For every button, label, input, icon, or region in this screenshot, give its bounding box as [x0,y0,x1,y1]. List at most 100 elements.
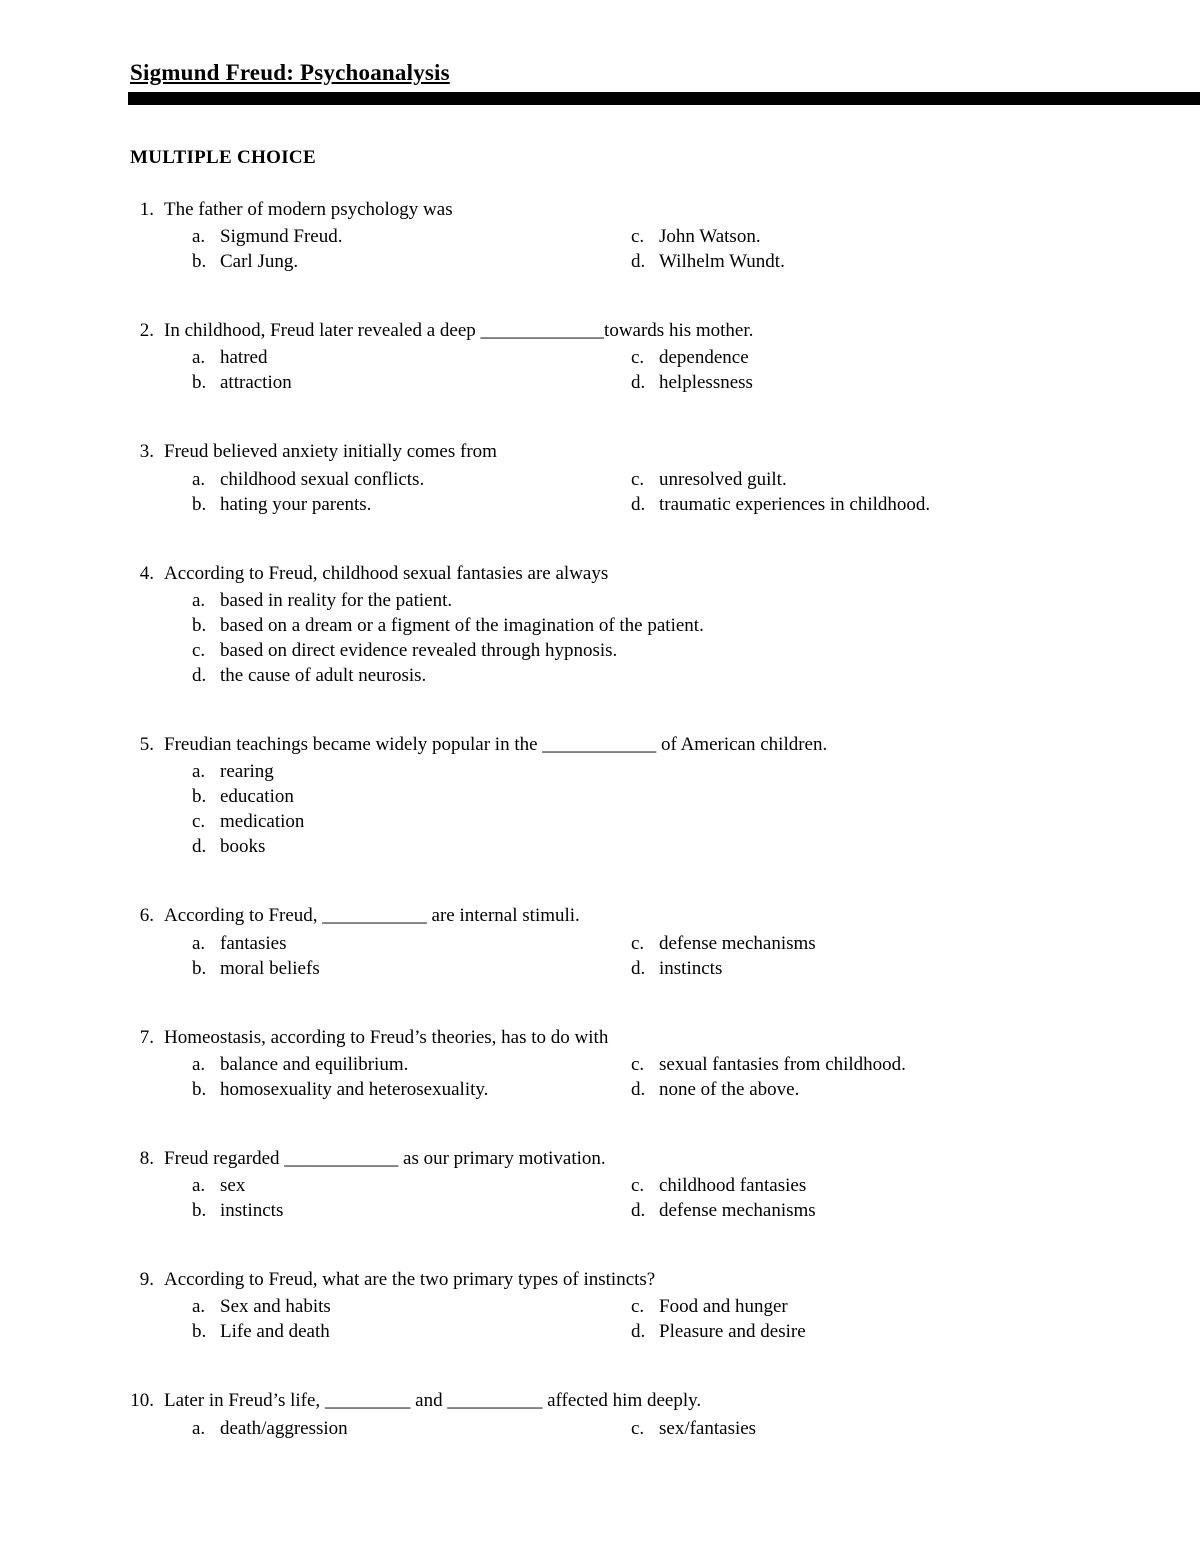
question-list: 1.The father of modern psychology wasa.S… [130,197,1070,1441]
choice: c.sexual fantasies from childhood. [631,1052,1070,1077]
choice-text: based on a dream or a figment of the ima… [220,613,704,638]
choice-letter: d. [192,663,220,688]
choice-col-right: c.unresolved guilt.d.traumatic experienc… [631,467,1070,517]
choice: b.Carl Jung. [192,249,631,274]
question-stem: According to Freud, ___________ are inte… [164,903,1070,928]
choice-text: unresolved guilt. [659,467,787,492]
choice-col-right: c.John Watson.d.Wilhelm Wundt. [631,224,1070,274]
choice-text: defense mechanisms [659,931,816,956]
choice-letter: a. [192,1416,220,1441]
choice-list: a.based in reality for the patient.b.bas… [164,588,1070,688]
choice-list: a.Sigmund Freud.b.Carl Jung.c.John Watso… [164,224,1070,274]
question-stem: According to Freud, childhood sexual fan… [164,561,1070,586]
choice-col-right: c.childhood fantasiesd.defense mechanism… [631,1173,1070,1223]
choice-text: Life and death [220,1319,330,1344]
page: Sigmund Freud: Psychoanalysis MULTIPLE C… [0,0,1200,1553]
question-body: According to Freud, what are the two pri… [164,1267,1070,1344]
choice: a.hatred [192,345,631,370]
choice-text: rearing [220,759,274,784]
choice: c.unresolved guilt. [631,467,1070,492]
choice-text: sex/fantasies [659,1416,756,1441]
question: 3.Freud believed anxiety initially comes… [130,439,1070,516]
choice-two-col: a.childhood sexual conflicts.b.hating yo… [192,467,1070,517]
question-number: 6. [130,903,164,980]
choice-col-right: c.Food and hungerd.Pleasure and desire [631,1294,1070,1344]
question-number: 1. [130,197,164,274]
choice-text: the cause of adult neurosis. [220,663,426,688]
question-stem: Freud believed anxiety initially comes f… [164,439,1070,464]
choice-col-left: a.Sigmund Freud.b.Carl Jung. [192,224,631,274]
choice-letter: c. [631,1294,659,1319]
question-body: Freud regarded ____________ as our prima… [164,1146,1070,1223]
question-body: Later in Freud’s life, _________ and ___… [164,1388,1070,1440]
section-heading: MULTIPLE CHOICE [130,147,1070,169]
choice-col-left: a.hatredb.attraction [192,345,631,395]
question-body: Homeostasis, according to Freud’s theori… [164,1025,1070,1102]
page-title: Sigmund Freud: Psychoanalysis [130,60,450,85]
choice-letter: b. [192,613,220,638]
question-body: Freudian teachings became widely popular… [164,732,1070,859]
choice-letter: b. [192,956,220,981]
question: 5.Freudian teachings became widely popul… [130,732,1070,859]
title-underline-bar [128,92,1200,105]
choice: a.rearing [192,759,1070,784]
question-number: 3. [130,439,164,516]
choice-col-left: a.death/aggression [192,1416,631,1441]
choice-text: fantasies [220,931,286,956]
question: 8.Freud regarded ____________ as our pri… [130,1146,1070,1223]
question-stem: According to Freud, what are the two pri… [164,1267,1070,1292]
choice: b.moral beliefs [192,956,631,981]
question-stem: The father of modern psychology was [164,197,1070,222]
choice-text: Sex and habits [220,1294,331,1319]
choice: a.based in reality for the patient. [192,588,1070,613]
choice: a.childhood sexual conflicts. [192,467,631,492]
choice: c.based on direct evidence revealed thro… [192,638,1070,663]
question-body: The father of modern psychology wasa.Sig… [164,197,1070,274]
choice-letter: d. [192,834,220,859]
choice-letter: a. [192,467,220,492]
choice: a.Sigmund Freud. [192,224,631,249]
choice-col-left: a.fantasiesb.moral beliefs [192,931,631,981]
question-number: 7. [130,1025,164,1102]
choice-text: attraction [220,370,292,395]
choice: b.education [192,784,1070,809]
choice-text: childhood sexual conflicts. [220,467,424,492]
choice: d.Wilhelm Wundt. [631,249,1070,274]
choice-letter: a. [192,1052,220,1077]
choice-text: instincts [220,1198,283,1223]
choice: c.sex/fantasies [631,1416,1070,1441]
choice-letter: d. [631,249,659,274]
choice-letter: c. [631,345,659,370]
choice: a.sex [192,1173,631,1198]
choice: d.instincts [631,956,1070,981]
choice-letter: d. [631,1319,659,1344]
choice: b.based on a dream or a figment of the i… [192,613,1070,638]
choice-letter: a. [192,224,220,249]
choice-letter: d. [631,1198,659,1223]
choice: b.Life and death [192,1319,631,1344]
question: 9.According to Freud, what are the two p… [130,1267,1070,1344]
choice: c.defense mechanisms [631,931,1070,956]
choice-text: traumatic experiences in childhood. [659,492,930,517]
choice-two-col: a.death/aggressionc.sex/fantasies [192,1416,1070,1441]
choice-letter: c. [631,1416,659,1441]
choice-text: education [220,784,294,809]
choice-letter: c. [192,809,220,834]
choice-list: a.Sex and habitsb.Life and deathc.Food a… [164,1294,1070,1344]
question-body: Freud believed anxiety initially comes f… [164,439,1070,516]
choice-two-col: a.sexb.instinctsc.childhood fantasiesd.d… [192,1173,1070,1223]
question: 4.According to Freud, childhood sexual f… [130,561,1070,688]
choice: a.balance and equilibrium. [192,1052,631,1077]
choice-letter: b. [192,1319,220,1344]
title-wrap: Sigmund Freud: Psychoanalysis [130,60,1070,86]
choice-letter: d. [631,370,659,395]
choice-text: instincts [659,956,722,981]
choice-two-col: a.Sex and habitsb.Life and deathc.Food a… [192,1294,1070,1344]
choice: c.dependence [631,345,1070,370]
choice-letter: c. [631,1173,659,1198]
choice-letter: b. [192,1077,220,1102]
choice-text: sexual fantasies from childhood. [659,1052,906,1077]
choice-text: John Watson. [659,224,761,249]
choice-letter: c. [631,467,659,492]
choice-text: childhood fantasies [659,1173,806,1198]
